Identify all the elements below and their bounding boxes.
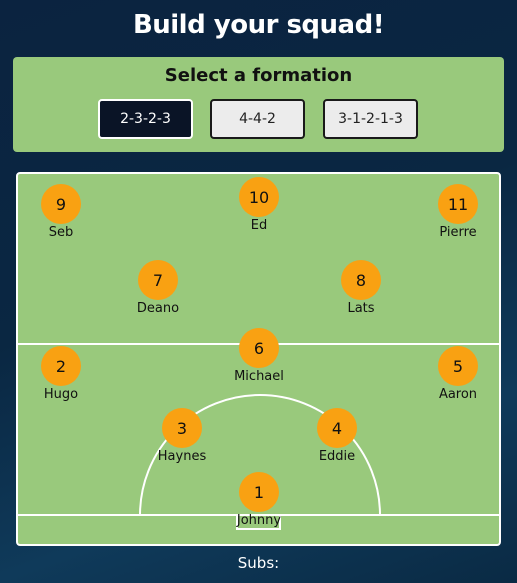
player-10[interactable]: 10 Ed — [219, 177, 299, 233]
player-number[interactable]: 7 — [138, 260, 178, 300]
player-6[interactable]: 6 Michael — [219, 328, 299, 384]
formation-button-4-4-2[interactable]: 4-4-2 — [210, 99, 305, 139]
player-name: Ed — [250, 218, 268, 233]
penalty-arc — [139, 394, 381, 516]
page-title: Build your squad! — [132, 10, 385, 40]
player-number[interactable]: 1 — [239, 472, 279, 512]
goal — [236, 514, 281, 530]
player-number[interactable]: 10 — [239, 177, 279, 217]
player-name: Hugo — [43, 387, 79, 402]
player-11[interactable]: 11 Pierre — [418, 184, 498, 240]
player-number[interactable]: 9 — [41, 184, 81, 224]
subs-label: Subs: — [237, 554, 280, 572]
player-2[interactable]: 2 Hugo — [21, 346, 101, 402]
player-3[interactable]: 3 Haynes — [142, 408, 222, 464]
player-name: Haynes — [157, 449, 207, 464]
player-number[interactable]: 5 — [438, 346, 478, 386]
formation-selector: Select a formation 2-3-2-3 4-4-2 3-1-2-1… — [13, 57, 504, 152]
player-name: Aaron — [438, 387, 478, 402]
player-number[interactable]: 2 — [41, 346, 81, 386]
player-name: Michael — [234, 369, 284, 384]
player-number[interactable]: 6 — [239, 328, 279, 368]
formation-button-2-3-2-3[interactable]: 2-3-2-3 — [98, 99, 193, 139]
player-number[interactable]: 11 — [438, 184, 478, 224]
formation-title: Select a formation — [164, 65, 353, 86]
player-number[interactable]: 4 — [317, 408, 357, 448]
player-name: Eddie — [318, 449, 356, 464]
player-8[interactable]: 8 Lats — [321, 260, 401, 316]
player-name: Deano — [136, 301, 180, 316]
player-name: Pierre — [439, 225, 477, 240]
player-1[interactable]: 1 Johnny — [219, 472, 299, 528]
player-7[interactable]: 7 Deano — [118, 260, 198, 316]
player-number[interactable]: 8 — [341, 260, 381, 300]
player-5[interactable]: 5 Aaron — [418, 346, 498, 402]
player-name: Johnny — [236, 513, 282, 528]
player-number[interactable]: 3 — [162, 408, 202, 448]
player-4[interactable]: 4 Eddie — [297, 408, 377, 464]
pitch: 9 Seb 10 Ed 11 Pierre 7 Deano 8 Lats 2 H… — [16, 172, 501, 546]
player-9[interactable]: 9 Seb — [21, 184, 101, 240]
formation-button-3-1-2-1-3[interactable]: 3-1-2-1-3 — [323, 99, 418, 139]
player-name: Seb — [48, 225, 74, 240]
player-name: Lats — [347, 301, 375, 316]
